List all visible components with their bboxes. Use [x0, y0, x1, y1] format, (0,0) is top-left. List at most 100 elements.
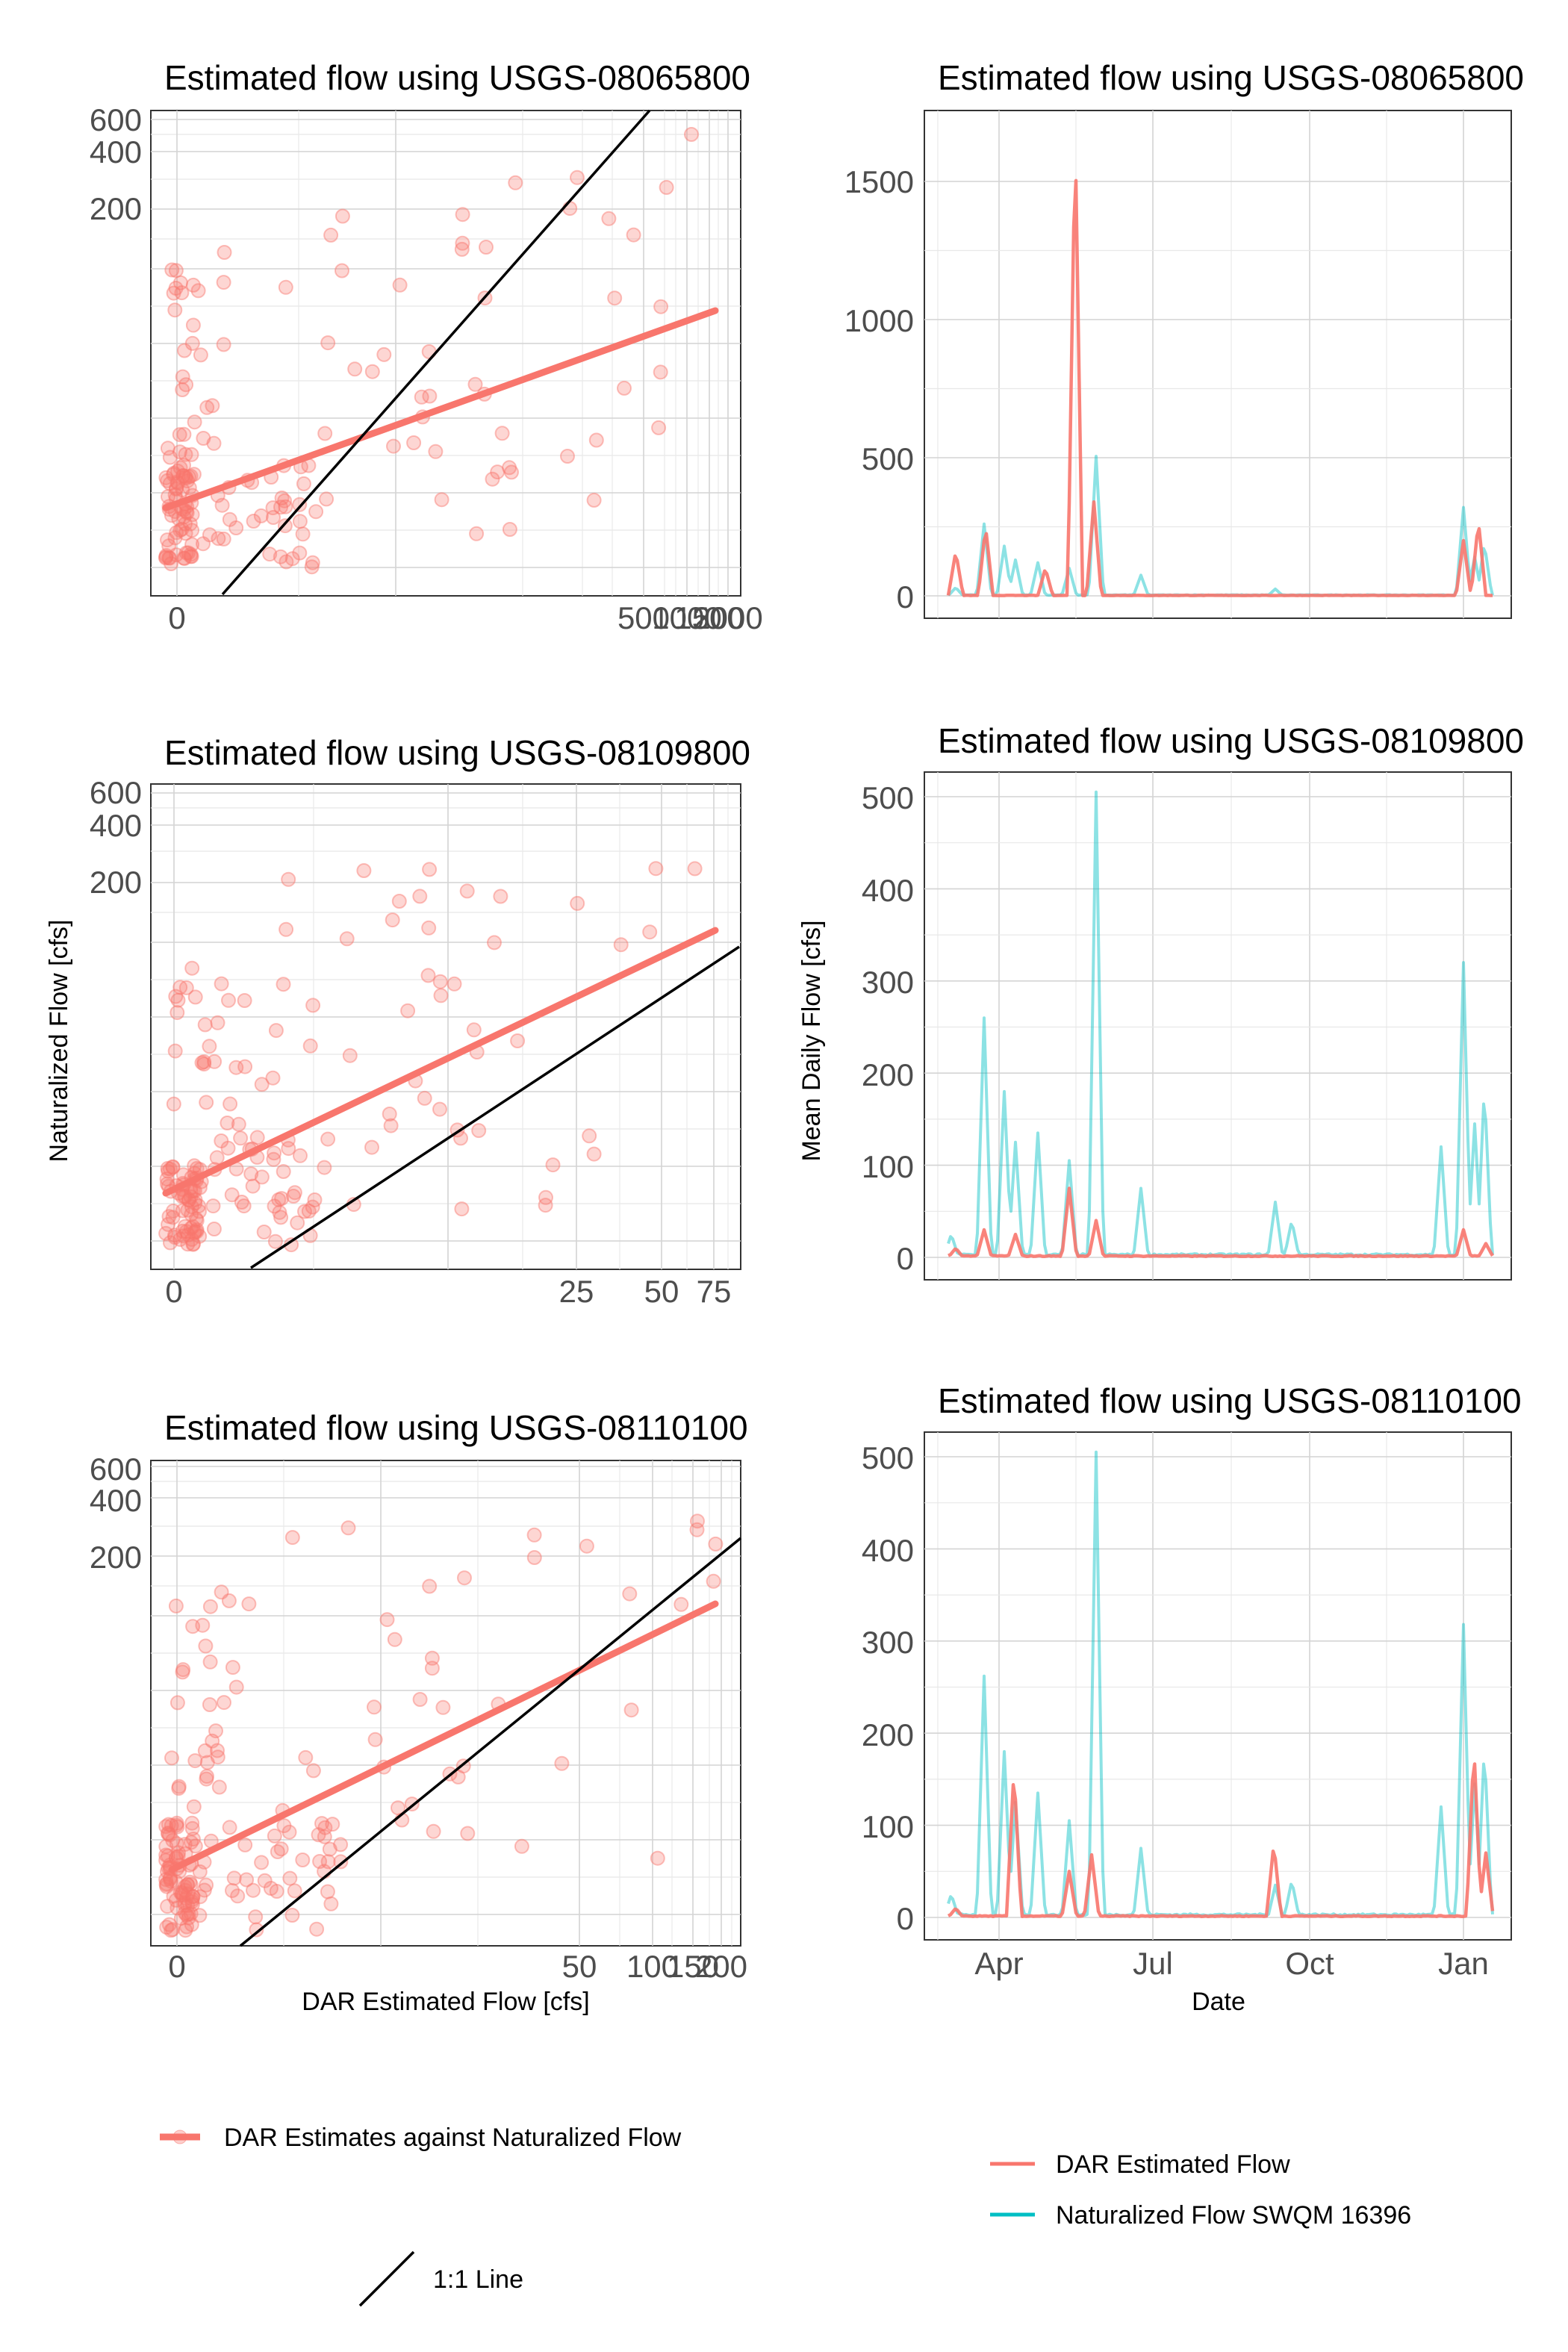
scatter-point — [175, 382, 190, 397]
x-tick-1500: 1500 — [674, 600, 744, 635]
scatter-point — [237, 993, 252, 1008]
scatter-point — [178, 469, 193, 485]
scatter-point — [164, 1923, 179, 1938]
scatter-point — [267, 1233, 283, 1249]
scatter-point — [184, 960, 200, 976]
scatter-point — [158, 1839, 174, 1854]
scatter-point — [178, 470, 193, 486]
scatter-point — [340, 1520, 356, 1536]
scatter-point — [262, 547, 278, 562]
scatter-point — [181, 1192, 196, 1207]
scatter-point — [237, 1837, 253, 1852]
scatter-point — [178, 545, 194, 561]
scatter-point — [175, 1664, 190, 1680]
scatter-point — [195, 1617, 211, 1633]
scatter-point — [208, 1723, 223, 1739]
scatter-point — [545, 1157, 561, 1173]
scatter-point — [455, 207, 470, 223]
scatter-point — [214, 976, 229, 992]
scatter-point — [570, 169, 585, 185]
chart-title: Estimated flow using USGS-08109800 — [938, 721, 1524, 760]
scatter-point — [317, 426, 333, 441]
scatter-point — [185, 1619, 201, 1634]
scatter-point — [161, 1216, 176, 1232]
scatter-point — [467, 376, 483, 392]
y-tick-400: 400 — [862, 1533, 914, 1568]
scatter-point — [653, 364, 668, 380]
scatter-point — [168, 1598, 184, 1614]
x-tick-oct: Oct — [1285, 1946, 1334, 1981]
scatter-point — [210, 1749, 225, 1765]
scatter-point — [177, 1219, 193, 1234]
scatter-point — [160, 532, 175, 548]
scatter-point — [273, 1210, 289, 1225]
scatter-point — [178, 504, 194, 520]
scatter-point — [301, 1204, 317, 1219]
scatter-point — [185, 317, 201, 333]
scatter-point — [172, 523, 188, 538]
x-tick-500: 500 — [617, 600, 670, 635]
scatter-point — [687, 861, 703, 877]
scatter-point — [179, 1877, 195, 1893]
scatter-point — [187, 1753, 203, 1769]
scatter-point — [158, 550, 173, 566]
scatter-point — [428, 444, 444, 459]
legend-key-identity — [358, 2250, 415, 2307]
scatter-point — [412, 1692, 428, 1707]
scatter-point — [305, 1763, 321, 1779]
scatter-point — [189, 1224, 205, 1239]
chart-title: Estimated flow using USGS-08065800 — [938, 58, 1524, 97]
scatter-point — [504, 464, 519, 480]
scatter-point — [265, 500, 281, 516]
x-tick-2000: 2000 — [693, 600, 762, 635]
scatter-point — [454, 241, 470, 257]
scatter-point — [196, 431, 211, 446]
y-tick-200: 200 — [90, 865, 142, 900]
scatter-point — [422, 388, 438, 404]
scatter-point — [179, 1919, 195, 1935]
scatter-point — [317, 1829, 332, 1844]
scatter-point — [466, 1022, 482, 1038]
scatter-panel-2: Estimated flow using USGS-08109800 600 4… — [90, 733, 750, 1309]
scatter-points — [158, 1513, 724, 1938]
scatter-point — [320, 1884, 335, 1900]
y-axis-label-right: Mean Daily Flow [cfs] — [797, 920, 826, 1161]
scatter-point — [207, 1054, 223, 1069]
scatter-point — [165, 1159, 181, 1175]
scatter-point — [268, 1023, 284, 1039]
scatter-point — [177, 1905, 193, 1920]
scatter-point — [167, 302, 183, 318]
scatter-point — [617, 380, 632, 396]
scatter-point — [172, 275, 188, 290]
scatter-point — [526, 1527, 542, 1543]
scatter-point — [173, 1911, 189, 1926]
scatter-point — [187, 1158, 202, 1174]
scatter-point — [433, 988, 449, 1004]
chart-title: Estimated flow using USGS-08109800 — [164, 733, 750, 772]
scatter-point — [274, 490, 290, 505]
scatter-point — [180, 1877, 196, 1893]
scatter-point — [171, 1845, 186, 1861]
scatter-point — [450, 1769, 466, 1785]
scatter-point — [471, 1123, 487, 1139]
scatter-point — [180, 1202, 196, 1218]
scatter-point — [166, 467, 181, 482]
scatter-point — [170, 476, 186, 491]
scatter-point — [172, 1231, 188, 1247]
scatter-point — [202, 1039, 217, 1054]
scatter-point — [198, 1638, 214, 1654]
scatter-point — [222, 1820, 237, 1835]
scatter-point — [302, 1038, 318, 1054]
scatter-point — [211, 1779, 227, 1795]
scatter-point — [272, 1204, 287, 1220]
scatter-point — [292, 545, 308, 561]
y-tick-400: 400 — [90, 134, 142, 169]
scatter-point — [168, 482, 184, 497]
scatter-point — [333, 1837, 349, 1852]
scatter-point — [267, 1145, 282, 1161]
scatter-point — [422, 1578, 438, 1594]
scatter-point — [161, 1163, 176, 1179]
scatter-point — [421, 920, 437, 936]
scatter-point — [197, 1743, 213, 1758]
